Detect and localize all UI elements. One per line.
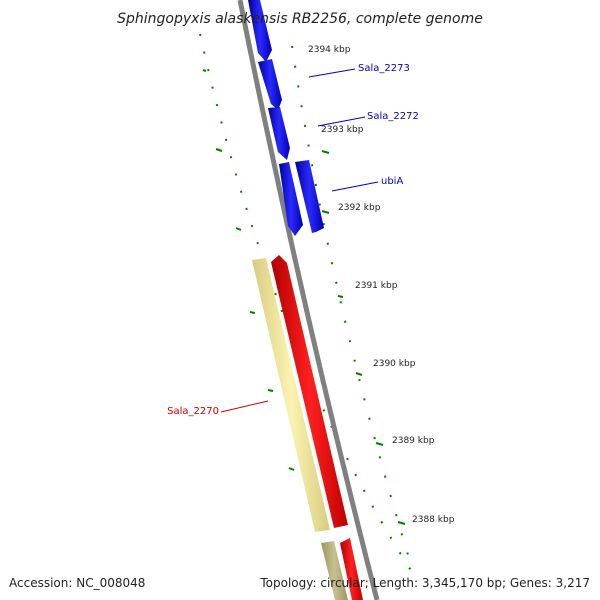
scale-tick-label: 2393 kbp xyxy=(321,125,364,135)
rrna-feature-bottom[interactable] xyxy=(321,541,348,600)
gene-label-ubia[interactable]: ubiA xyxy=(381,176,403,187)
gene-label-sala-2272[interactable]: Sala_2272 xyxy=(367,111,419,122)
gene-arrow-sala-2273[interactable] xyxy=(258,59,282,110)
rrna-feature[interactable] xyxy=(252,258,330,532)
leader-line xyxy=(331,181,379,192)
gene-label-sala-2273[interactable]: Sala_2273 xyxy=(358,63,410,74)
scale-ticks: 2394 kbp 2393 kbp 2392 kbp 2391 kbp 2390… xyxy=(308,45,455,525)
scale-tick-label: 2392 kbp xyxy=(338,203,381,213)
scale-tick-label: 2394 kbp xyxy=(308,45,351,55)
gene-arrow-ubia-b[interactable] xyxy=(295,160,324,233)
scale-tick-label: 2390 kbp xyxy=(373,359,416,369)
scale-tick-label: 2389 kbp xyxy=(392,436,435,446)
scale-tick-label: 2388 kbp xyxy=(412,515,455,525)
leader-line xyxy=(220,400,269,413)
gene-label-sala-2270[interactable]: Sala_2270 xyxy=(167,406,219,417)
genome-backbone xyxy=(237,0,380,600)
forward-strand-genes xyxy=(248,0,324,236)
leader-line xyxy=(317,116,366,127)
gene-arrow-bottom[interactable] xyxy=(340,538,363,600)
gc-content-ticks xyxy=(199,33,413,573)
leader-line xyxy=(308,68,356,78)
gene-labels: Sala_2273 Sala_2272 ubiA Sala_2270 xyxy=(167,63,419,417)
gene-arrow-top[interactable] xyxy=(248,0,272,62)
scale-tick-label: 2391 kbp xyxy=(355,281,398,291)
accession-text: Accession: NC_008048 xyxy=(9,576,146,590)
gene-arrow-ubia-a[interactable] xyxy=(279,162,303,236)
topology-text: Topology: circular; Length: 3,345,170 bp… xyxy=(260,576,590,590)
gene-arrow-sala-2270[interactable] xyxy=(271,255,348,528)
map-title: Sphingopyxis alaskensis RB2256, complete… xyxy=(117,11,483,27)
reverse-strand-features xyxy=(252,255,363,600)
gene-arrow-sala-2272[interactable] xyxy=(268,107,290,160)
